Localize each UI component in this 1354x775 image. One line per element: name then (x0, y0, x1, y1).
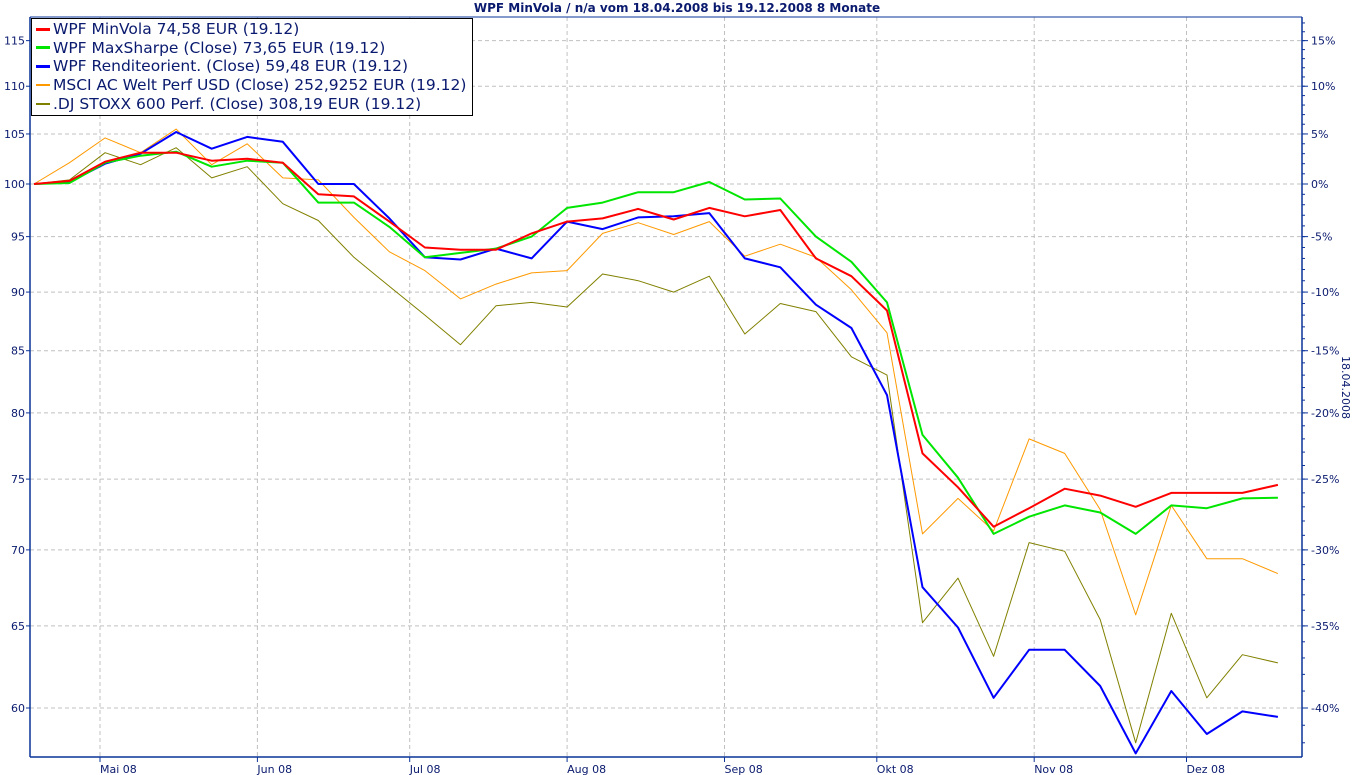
x-tick-label: Mai 08 (100, 763, 137, 775)
y-tick-label-right: 0% (1311, 178, 1328, 191)
y-tick-label-left: 85 (11, 345, 25, 358)
legend-item: MSCI AC Welt Perf USD (Close) 252,9252 E… (36, 76, 466, 95)
y-tick-label-right: 10% (1311, 80, 1335, 93)
x-tick-label: Okt 08 (877, 763, 914, 775)
legend-swatch (36, 102, 50, 105)
series-line (33, 128, 1279, 616)
y-tick-label-right: 5% (1311, 128, 1328, 141)
x-tick-label: Jul 08 (409, 763, 441, 775)
y-tick-label-left: 65 (11, 620, 25, 633)
legend-item: .DJ STOXX 600 Perf. (Close) 308,19 EUR (… (36, 94, 466, 113)
x-tick-label: Nov 08 (1034, 763, 1073, 775)
y-tick-label-left: 100 (4, 178, 25, 191)
legend: WPF MinVola 74,58 EUR (19.12) WPF MaxShar… (31, 18, 474, 116)
y-tick-label-left: 95 (11, 231, 25, 244)
series-line (33, 147, 1279, 744)
y-tick-label-left: 90 (11, 286, 25, 299)
legend-swatch (36, 84, 50, 87)
legend-label: WPF Renditeorient. (Close) 59,48 EUR (19… (53, 57, 409, 76)
y-tick-label-right: -10% (1311, 286, 1339, 299)
y-tick-label-right: -25% (1311, 473, 1339, 486)
legend-swatch (36, 46, 50, 50)
legend-label: .DJ STOXX 600 Perf. (Close) 308,19 EUR (… (53, 94, 422, 113)
y-tick-label-left: 115 (4, 35, 25, 48)
y-tick-label-left: 75 (11, 473, 25, 486)
y-tick-label-right: 15% (1311, 35, 1335, 48)
series-lines (33, 128, 1279, 755)
y-tick-label-left: 105 (4, 128, 25, 141)
legend-label: MSCI AC Welt Perf USD (Close) 252,9252 E… (53, 76, 467, 95)
legend-item: WPF MinVola 74,58 EUR (19.12) (36, 20, 466, 39)
chart-title: WPF MinVola / n/a vom 18.04.2008 bis 19.… (473, 1, 881, 15)
y-tick-label-left: 70 (11, 544, 25, 557)
y-tick-label-left: 110 (4, 80, 25, 93)
y-tick-label-right: -30% (1311, 544, 1339, 557)
x-tick-label: Sep 08 (724, 763, 762, 775)
legend-swatch (36, 27, 50, 31)
y-tick-label-right: -15% (1311, 345, 1339, 358)
series-line (33, 151, 1279, 528)
legend-item: WPF MaxSharpe (Close) 73,65 EUR (19.12) (36, 39, 466, 58)
series-line (33, 131, 1279, 755)
right-axis-label: 18.04.2008 (1339, 356, 1352, 419)
y-tick-label-right: -20% (1311, 407, 1339, 420)
y-tick-label-right: -35% (1311, 620, 1339, 633)
y-tick-label-left: 60 (11, 702, 25, 715)
x-tick-label: Dez 08 (1187, 763, 1226, 775)
x-tick-label: Aug 08 (567, 763, 606, 775)
series-line (33, 150, 1278, 535)
grid (30, 17, 1302, 757)
x-tick-label: Jun 08 (256, 763, 292, 775)
axes: 60 65 70 75 80 85 90 95 100 105 110 115 15% 10% 5% 0% -5… (4, 16, 1352, 775)
legend-label: WPF MaxSharpe (Close) 73,65 EUR (19.12) (53, 38, 386, 57)
y-tick-label-left: 80 (11, 407, 25, 420)
legend-item: WPF Renditeorient. (Close) 59,48 EUR (19… (36, 57, 466, 76)
y-tick-label-right: -40% (1311, 702, 1339, 715)
y-tick-label-right: -5% (1311, 231, 1332, 244)
legend-swatch (36, 64, 50, 68)
legend-label: WPF MinVola 74,58 EUR (19.12) (53, 20, 300, 39)
